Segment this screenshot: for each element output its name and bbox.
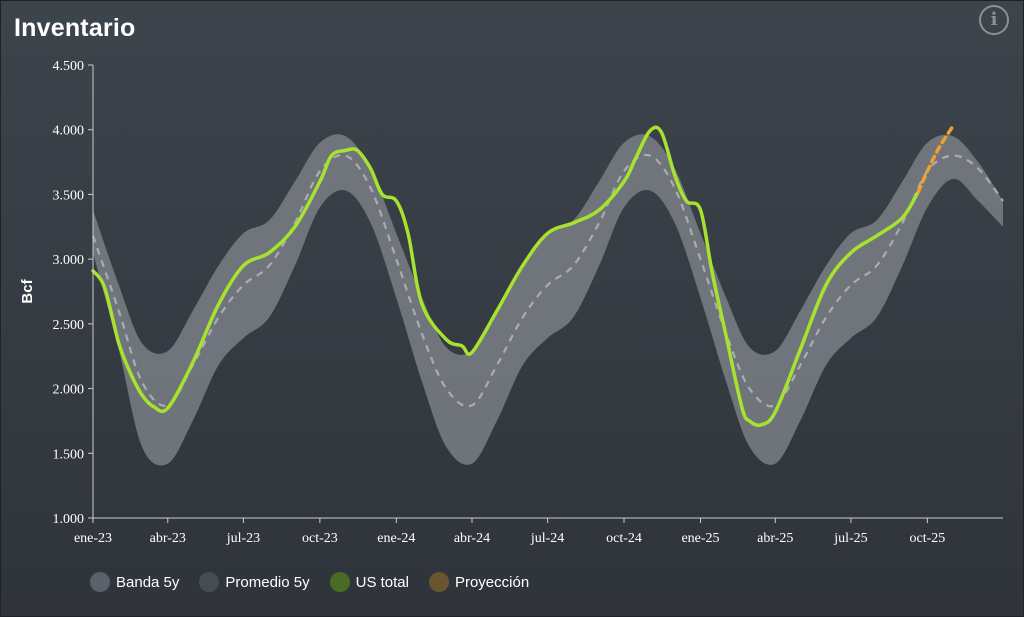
x-tick-label: jul-24 (530, 531, 564, 546)
x-tick-label: jul-23 (226, 531, 260, 546)
y-tick-label: 2.000 (53, 383, 85, 398)
y-tick-label: 1.000 (53, 512, 85, 527)
y-tick-label: 1.500 (53, 447, 85, 462)
chart-legend: Banda 5y Promedio 5y US total Proyección (90, 572, 529, 592)
y-tick-label: 2.500 (53, 318, 85, 333)
band-5y-area (93, 134, 1003, 466)
legend-item-projection[interactable]: Proyección (428, 572, 530, 592)
x-tick-label: abr-23 (150, 531, 186, 546)
x-tick-label: abr-25 (757, 531, 793, 546)
legend-swatch-projection (428, 572, 449, 592)
legend-swatch-us-total (329, 572, 350, 592)
legend-item-band[interactable]: Banda 5y (90, 572, 179, 592)
info-icon[interactable]: i (979, 5, 1009, 35)
legend-item-average[interactable]: Promedio 5y (199, 572, 310, 592)
x-tick-label: ene-23 (74, 531, 112, 546)
x-tick-label: oct-24 (606, 531, 642, 546)
legend-label-projection: Proyección (454, 573, 530, 591)
legend-label-band: Banda 5y (116, 573, 180, 591)
y-tick-label: 4.000 (53, 124, 85, 139)
legend-label-us-total: US total (355, 573, 409, 591)
legend-swatch-band (90, 572, 110, 592)
y-tick-label: 3.500 (53, 188, 85, 203)
projection-line (916, 124, 955, 194)
x-tick-label: jul-25 (833, 531, 867, 546)
legend-item-us-total[interactable]: US total (329, 572, 409, 592)
legend-label-average: Promedio 5y (225, 573, 310, 591)
y-tick-label: 3.000 (53, 253, 85, 268)
x-tick-label: oct-23 (302, 531, 338, 546)
y-axis-label: Bcf (19, 278, 36, 303)
page-title: Inventario (14, 14, 136, 42)
us-total-line (91, 125, 920, 427)
x-tick-label: abr-24 (454, 531, 490, 546)
y-tick-label: 4.500 (53, 59, 85, 74)
average-5y-line (91, 153, 1004, 408)
x-tick-label: oct-25 (909, 531, 945, 546)
legend-swatch-average (199, 572, 220, 592)
x-tick-label: ene-24 (377, 531, 415, 546)
x-tick-label: ene-25 (681, 531, 719, 546)
